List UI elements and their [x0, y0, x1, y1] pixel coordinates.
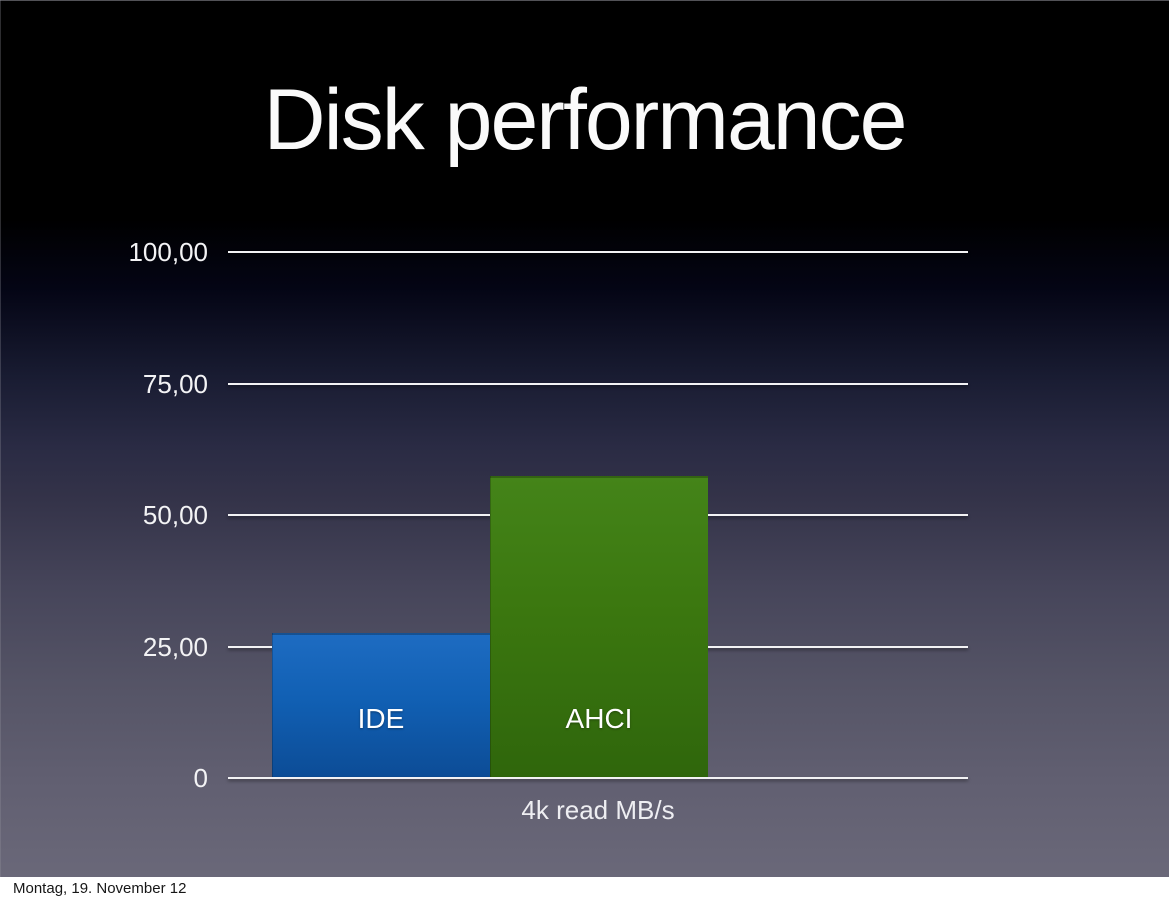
bar-label-ide: IDE [357, 702, 405, 734]
gridline-100 [228, 251, 968, 253]
bar-label-ahci: AHCI [565, 702, 633, 734]
footer-date: Montag, 19. November 12 [13, 880, 187, 897]
y-axis-tick-label: 0 [193, 763, 208, 793]
y-axis-tick-label: 50,00 [142, 500, 208, 530]
y-axis-tick-label: 100,00 [128, 237, 208, 267]
footer-strip: Montag, 19. November 12 [0, 877, 1169, 900]
x-axis-label: 4k read MB/s [521, 795, 675, 825]
slide-background: Disk performance 100,00 75,00 50,00 25,00 0 I… [0, 0, 1169, 877]
y-axis-tick-label: 75,00 [142, 368, 208, 399]
gridline-0 [228, 777, 968, 779]
slide-title: Disk performance [263, 72, 908, 168]
y-axis-tick-label: 25,00 [142, 631, 208, 662]
gridline-75 [228, 382, 968, 385]
bar-chart: 100,00 75,00 50,00 25,00 0 IDE AHCI 4k read MB/… [128, 237, 968, 825]
bar-ide: IDE [272, 633, 490, 778]
bar-ahci: AHCI [490, 475, 708, 778]
